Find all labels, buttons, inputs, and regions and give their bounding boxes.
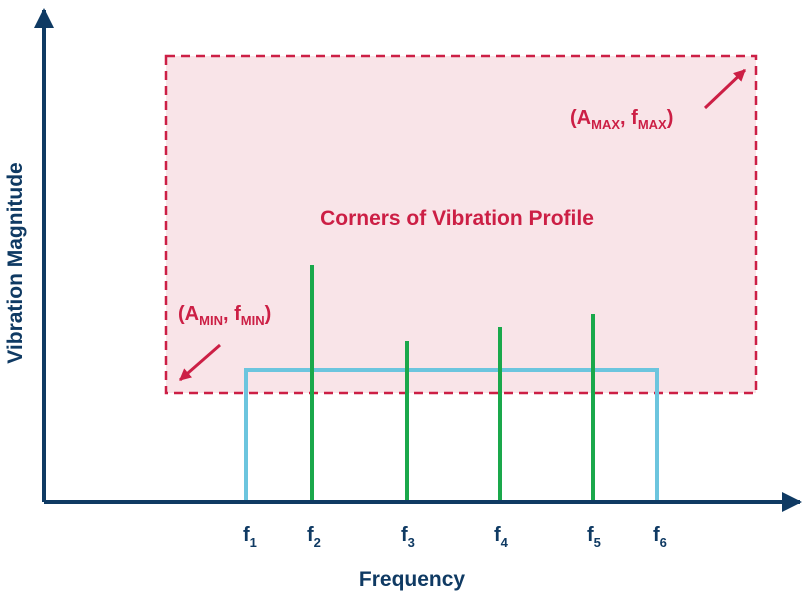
corner-min-arrow (179, 343, 221, 382)
tick-label-f6: f6 (653, 524, 667, 550)
profile-label: Corners of Vibration Profile (320, 207, 594, 230)
tick-label-f3: f3 (401, 524, 415, 550)
tick-label-f1: f1 (243, 524, 257, 550)
vibration-profile-region (164, 54, 758, 395)
frequency-tick-labels: f1 f2 f3 f4 f5 f6 (243, 524, 667, 550)
corner-max-arrow (703, 68, 747, 110)
tick-label-f5: f5 (587, 524, 601, 550)
tick-label-f2: f2 (307, 524, 321, 550)
x-axis-label: Frequency (359, 568, 466, 591)
tick-label-f4: f4 (494, 524, 509, 550)
y-axis-label: Vibration Magnitude (4, 162, 27, 363)
frequency-band (244, 368, 659, 502)
